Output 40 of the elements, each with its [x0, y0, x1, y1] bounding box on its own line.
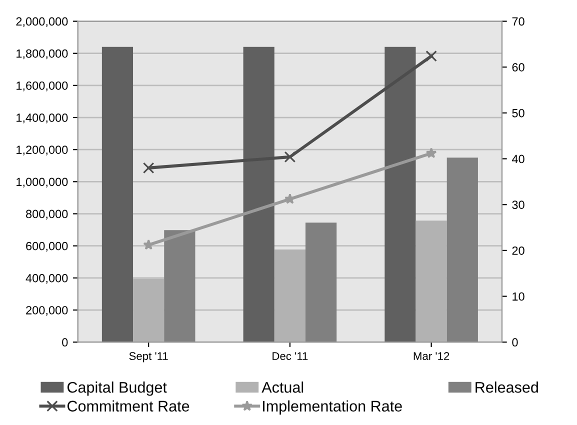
y-tick-label: 1,000,000	[16, 178, 68, 188]
point	[426, 148, 437, 158]
y-tick-label: 1,400,000	[16, 114, 68, 124]
y2-tick-label: 50	[512, 108, 524, 118]
y-tick-label: 800,000	[26, 210, 68, 220]
y-tick-label: 1,800,000	[16, 49, 68, 60]
y2-tick-label: 60	[512, 63, 524, 72]
point	[142, 162, 154, 174]
y2-tick-label: 30	[512, 200, 524, 209]
y-tick-label: 2,000,000	[16, 17, 68, 28]
bar	[384, 46, 416, 342]
legend-label: Implementation Rate	[263, 400, 402, 415]
bar	[102, 46, 134, 342]
y-tick-label: 0	[62, 338, 68, 347]
point	[284, 193, 296, 204]
y-tick-label: 1,200,000	[16, 146, 68, 156]
bar	[243, 46, 274, 342]
bar	[305, 222, 337, 342]
x-tick-label: Dec '11	[272, 352, 308, 360]
y-tick-label: 200,000	[26, 306, 68, 316]
legend-label: Capital Budget	[68, 382, 167, 396]
x-tick-label: Mar '12	[414, 352, 450, 360]
y2-tick-label: 20	[512, 246, 524, 255]
bar	[164, 230, 196, 342]
bar	[446, 158, 478, 342]
y2-tick-label: 10	[512, 292, 524, 301]
legend-label: Actual	[262, 382, 304, 393]
legend-label: Released	[476, 382, 538, 393]
y-tick-label: 400,000	[26, 274, 68, 284]
bar	[416, 220, 447, 342]
y2-tick-label: 40	[512, 154, 524, 164]
x-tick-label: Sept '11	[129, 352, 168, 362]
point	[284, 151, 296, 163]
bar	[274, 250, 306, 342]
y-tick-label: 1,600,000	[16, 81, 68, 92]
point	[426, 50, 438, 62]
y2-tick-label: 0	[512, 338, 518, 347]
y-tick-label: 600,000	[26, 242, 68, 252]
y2-tick-label: 70	[512, 17, 524, 26]
legend-label: Commitment Rate	[68, 400, 190, 412]
